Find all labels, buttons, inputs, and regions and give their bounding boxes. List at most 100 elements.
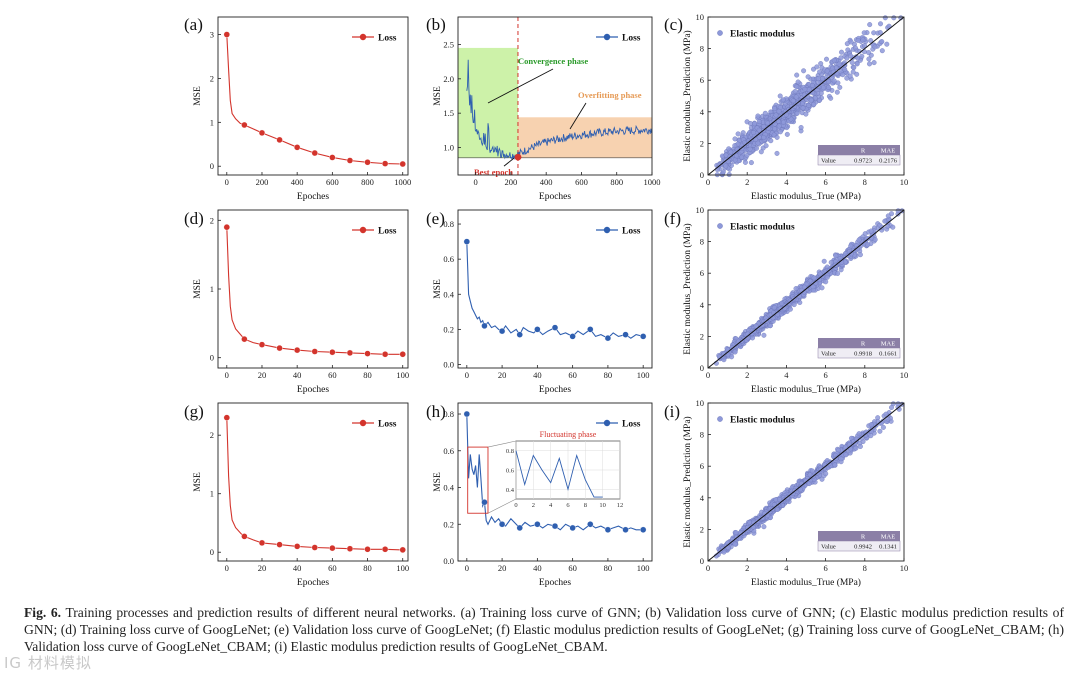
scatter-point <box>823 471 829 477</box>
overfitting-arrow <box>569 102 587 130</box>
figure-caption: Fig. 6. Training processes and predictio… <box>24 604 1064 655</box>
axis-i-xtick-label: 10 <box>900 563 909 573</box>
axis-i-xtick-label: 0 <box>706 563 710 573</box>
scatter-point <box>826 79 831 85</box>
axis-a-xtick-label: 600 <box>326 177 339 187</box>
stats-header <box>818 338 900 348</box>
scatter-point <box>732 349 738 355</box>
scatter-point <box>849 60 855 65</box>
scatter-point <box>824 68 830 74</box>
scatter-point <box>847 73 853 79</box>
axis-g-xtick-label: 0 <box>225 563 229 573</box>
series-marker-d <box>258 341 266 348</box>
series-marker-d <box>364 350 371 357</box>
series-line-h <box>466 413 644 531</box>
stats-header <box>818 531 900 541</box>
xlabel-f: Elastic modulus_True (MPa) <box>751 384 861 395</box>
panel-label-f: (f) <box>664 209 681 228</box>
series-marker-e <box>498 327 506 335</box>
axis-b-ytick-label: 2.5 <box>443 39 454 49</box>
plot-frame-f <box>707 209 905 369</box>
axis-a-xtick-label: 800 <box>361 177 374 187</box>
series-marker-e <box>534 326 541 333</box>
scatter-point <box>851 65 857 71</box>
axis-d-xtick-label: 80 <box>363 370 372 380</box>
axis-h-ytick-label: 0.2 <box>443 519 454 529</box>
scatter-point <box>798 487 803 493</box>
axis-a-ytick-label: 0 <box>210 161 214 171</box>
scatter-point <box>867 61 872 67</box>
stats-r-header: R <box>861 148 866 155</box>
scatter-point <box>754 145 759 151</box>
axis-f-xtick-label: 10 <box>900 370 909 380</box>
scatter-point <box>871 60 877 66</box>
xlabel-a: Epoches <box>297 192 329 202</box>
axis-c-xtick-label: 10 <box>900 177 909 187</box>
axis-d-xtick-label: 0 <box>225 370 229 380</box>
axis-b-ytick-label: 2.0 <box>443 74 454 84</box>
xlabel-d: Epoches <box>297 385 329 395</box>
scatter-point <box>853 445 859 451</box>
best-epoch-arrow <box>503 157 515 167</box>
caption-label: Fig. 6. <box>24 605 62 620</box>
scatter-point <box>855 55 861 61</box>
scatter-point <box>868 433 874 439</box>
series-marker-h <box>516 524 523 532</box>
axis-g-ytick-label: 0 <box>210 547 214 557</box>
scatter-point <box>836 61 842 67</box>
series-marker-h <box>587 521 594 528</box>
axis-c-xtick-label: 2 <box>745 177 749 187</box>
scatter-point <box>885 223 891 229</box>
scatter-point <box>723 163 729 169</box>
series-marker-a <box>329 154 336 161</box>
scatter-point <box>821 258 827 264</box>
legend-label-d: Loss <box>378 227 397 237</box>
scatter-point <box>844 55 850 61</box>
ylabel-d: MSE <box>193 279 203 299</box>
scatter-point <box>832 462 838 468</box>
scatter-point <box>792 103 798 109</box>
axis-d-xtick-label: 20 <box>258 370 267 380</box>
scatter-point <box>739 146 745 152</box>
axis-h-xtick-label: 80 <box>604 563 613 573</box>
series-marker-a <box>293 144 301 151</box>
scatter-point <box>882 15 888 21</box>
scatter-point <box>831 57 837 63</box>
scatter-point <box>773 112 779 118</box>
scatter-point <box>833 253 839 259</box>
series-marker-g <box>364 546 371 553</box>
axis-f-ytick-label: 0 <box>700 363 704 373</box>
scatter-point <box>815 76 821 82</box>
axis-b-xtick-label: 1000 <box>644 177 661 187</box>
scatter-point <box>818 61 824 67</box>
series-marker-d <box>223 223 230 231</box>
axis-g-xtick-label: 100 <box>396 563 409 573</box>
inset-highlight-box <box>467 446 489 514</box>
ylabel-g: MSE <box>193 472 203 492</box>
scatter-point <box>868 422 874 428</box>
axis-d-ytick-label: 0 <box>210 353 214 363</box>
scatter-point <box>805 74 811 80</box>
plot-frame-e <box>457 209 653 369</box>
scatter-point <box>868 228 874 234</box>
series-marker-d <box>346 349 354 357</box>
series-marker-g <box>311 544 318 551</box>
identity-line-f <box>707 209 905 369</box>
series-marker-e <box>463 238 471 245</box>
panel-label-b: (b) <box>426 15 446 34</box>
axis-c-xtick-label: 6 <box>823 177 827 187</box>
series-marker-a <box>364 159 371 166</box>
series-marker-d <box>241 335 248 343</box>
axis-f-xtick-label: 8 <box>863 370 867 380</box>
axis-f-ytick-label: 10 <box>696 205 705 215</box>
scatter-point <box>839 49 844 55</box>
scatter-point <box>772 126 778 132</box>
scatter-point <box>755 113 761 119</box>
axis-h-xtick-label: 100 <box>637 563 650 573</box>
scatter-point <box>756 119 762 125</box>
scatter-point <box>776 123 782 129</box>
axis-e-xtick-label: 100 <box>637 370 650 380</box>
scatter-point <box>868 38 874 44</box>
scatter-point <box>877 30 883 36</box>
axis-h-ytick-label: 0.8 <box>443 409 454 419</box>
